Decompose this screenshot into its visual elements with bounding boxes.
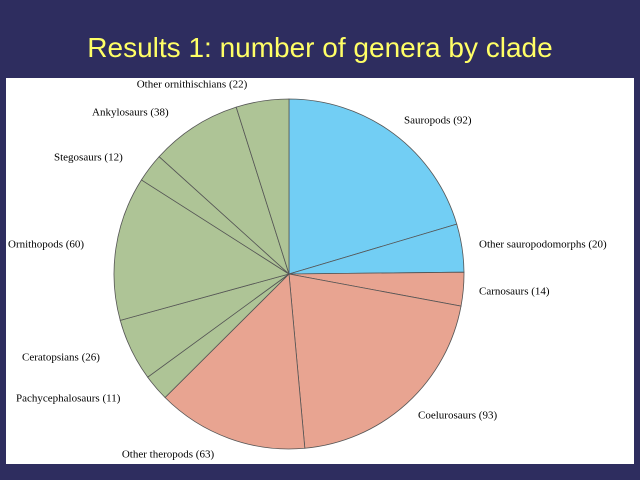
slice-label: Stegosaurs (12) bbox=[54, 152, 123, 164]
pie-slice bbox=[288, 273, 462, 449]
slice-label: Pachycephalosaurs (11) bbox=[16, 393, 121, 405]
slice-label: Ankylosaurs (38) bbox=[92, 107, 169, 119]
slice-label: Other theropods (63) bbox=[122, 449, 215, 461]
slice-label: Sauropods (92) bbox=[404, 115, 472, 127]
pie-slice bbox=[158, 106, 290, 276]
slice-label: Coelurosaurs (93) bbox=[418, 410, 497, 422]
pie-slice bbox=[235, 98, 290, 275]
pie-slice bbox=[164, 273, 306, 450]
chart-title: Results 1: number of genera by clade bbox=[87, 32, 552, 63]
slice-label: Other ornithischians (22) bbox=[137, 79, 248, 91]
slice-label: Other sauropodomorphs (20) bbox=[479, 239, 607, 251]
slice-label: Ceratopsians (26) bbox=[22, 352, 100, 364]
pie-slice bbox=[288, 98, 458, 275]
pie-slice bbox=[113, 179, 290, 321]
slice-label: Carnosaurs (14) bbox=[479, 286, 550, 298]
slice-label: Ornithopods (60) bbox=[8, 239, 84, 251]
